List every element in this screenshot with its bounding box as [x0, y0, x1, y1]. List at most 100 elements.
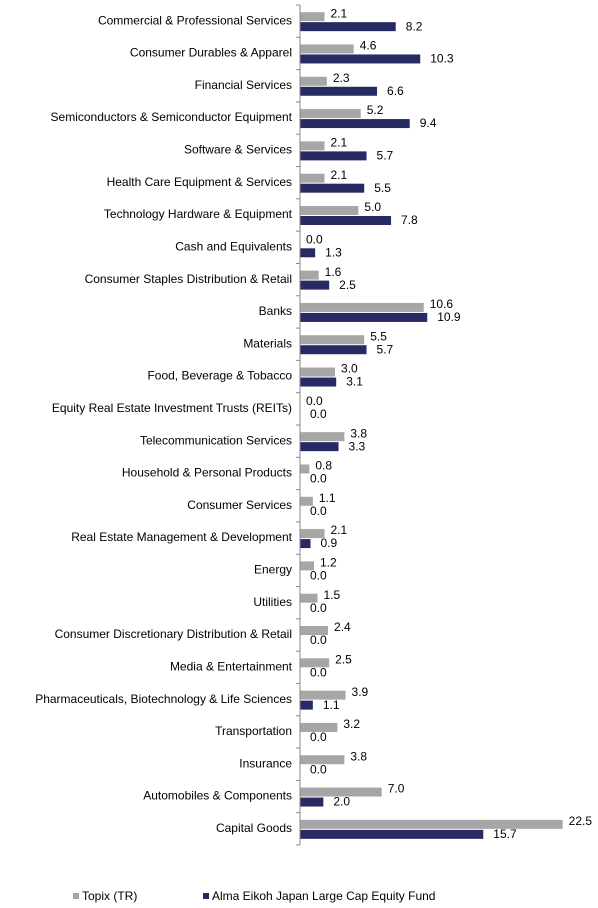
value-label: 1.1	[319, 491, 336, 505]
bar	[300, 183, 365, 193]
category-label: Commercial & Professional Services	[98, 13, 292, 27]
category-label: Energy	[254, 563, 292, 577]
value-label: 0.0	[310, 504, 327, 518]
legend-swatch	[203, 893, 209, 899]
bar	[300, 206, 359, 215]
legend-label: Alma Eikoh Japan Large Cap Equity Fund	[212, 889, 435, 903]
category-label: Consumer Discretionary Distribution & Re…	[55, 627, 292, 641]
bar	[300, 270, 319, 280]
category-label: Insurance	[239, 756, 292, 770]
bar	[300, 44, 354, 54]
value-label: 1.3	[325, 245, 342, 259]
category-label: Equity Real Estate Investment Trusts (RE…	[52, 401, 292, 415]
category-label: Capital Goods	[216, 821, 292, 835]
bar	[300, 690, 346, 700]
bar	[300, 442, 339, 452]
value-label: 0.0	[306, 394, 323, 408]
value-label: 10.6	[430, 297, 454, 311]
value-label: 0.0	[310, 665, 327, 679]
category-label: Semiconductors & Semiconductor Equipment	[51, 110, 293, 124]
value-label: 3.8	[350, 749, 367, 763]
bar	[300, 119, 410, 129]
category-label: Software & Services	[184, 143, 292, 157]
value-label: 2.1	[331, 168, 348, 182]
value-label: 10.9	[437, 310, 461, 324]
value-label: 0.0	[310, 730, 327, 744]
category-label: Cash and Equivalents	[175, 239, 292, 253]
value-label: 10.3	[430, 52, 454, 66]
category-label: Transportation	[215, 724, 292, 738]
category-label: Financial Services	[195, 78, 292, 92]
category-label: Real Estate Management & Development	[71, 530, 292, 544]
value-label: 0.0	[310, 569, 327, 583]
category-label: Telecommunication Services	[140, 433, 292, 447]
value-label: 0.8	[315, 459, 332, 473]
value-label: 1.1	[323, 698, 340, 712]
category-label: Pharmaceuticals, Biotechnology & Life Sc…	[35, 692, 292, 706]
bar	[300, 248, 316, 258]
value-label: 3.8	[350, 426, 367, 440]
value-label: 7.0	[388, 782, 405, 796]
bar	[300, 819, 563, 829]
value-label: 15.7	[493, 827, 517, 841]
bar	[300, 377, 337, 387]
bar	[300, 529, 325, 539]
bar	[300, 76, 327, 86]
bar	[300, 86, 378, 96]
bar	[300, 626, 329, 635]
bar	[300, 54, 421, 64]
category-label: Materials	[243, 336, 292, 350]
value-label: 1.5	[324, 588, 341, 602]
bar	[300, 312, 428, 322]
value-label: 5.0	[364, 200, 381, 214]
bar	[300, 141, 325, 151]
bar	[300, 302, 424, 312]
value-label: 0.0	[310, 633, 327, 647]
bar	[300, 755, 345, 765]
bar	[300, 335, 365, 345]
value-label: 0.0	[306, 232, 323, 246]
value-label: 3.0	[341, 362, 358, 376]
value-label: 2.4	[334, 620, 351, 634]
bar	[300, 151, 367, 161]
bar	[300, 367, 336, 377]
value-label: 3.1	[346, 375, 363, 389]
value-label: 2.5	[339, 278, 356, 292]
value-label: 2.3	[333, 71, 350, 85]
bar	[300, 496, 313, 506]
value-label: 3.3	[349, 439, 366, 453]
bar	[300, 173, 325, 183]
value-label: 6.6	[387, 84, 404, 98]
value-label: 3.9	[352, 685, 369, 699]
value-label: 0.0	[310, 762, 327, 776]
bar	[300, 797, 324, 807]
value-label: 2.0	[333, 795, 350, 809]
bar	[300, 280, 330, 290]
category-label: Technology Hardware & Equipment	[104, 207, 293, 221]
category-label: Consumer Services	[187, 498, 292, 512]
value-label: 0.9	[321, 536, 338, 550]
bar	[300, 22, 396, 32]
value-label: 2.1	[331, 6, 348, 20]
category-label: Consumer Staples Distribution & Retail	[85, 272, 292, 286]
bar	[300, 12, 325, 22]
bar	[300, 829, 484, 839]
bar	[300, 432, 345, 442]
category-label: Automobiles & Components	[143, 789, 292, 803]
value-label: 4.6	[360, 39, 377, 53]
category-label: Media & Entertainment	[170, 659, 293, 673]
bar	[300, 593, 318, 603]
value-label: 0.0	[310, 407, 327, 421]
bar	[300, 700, 313, 710]
value-label: 1.2	[320, 556, 337, 570]
value-label: 9.4	[420, 116, 437, 130]
category-label: Household & Personal Products	[122, 466, 292, 480]
value-label: 22.5	[569, 814, 593, 828]
value-label: 5.5	[374, 181, 391, 195]
value-label: 0.0	[310, 601, 327, 615]
value-label: 5.5	[370, 329, 387, 343]
bar	[300, 722, 338, 732]
category-label: Food, Beverage & Tobacco	[147, 369, 292, 383]
bar	[300, 464, 310, 474]
